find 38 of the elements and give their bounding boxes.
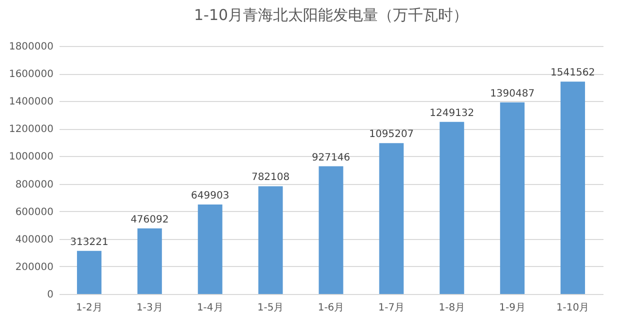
data-label: 1095207 bbox=[369, 129, 414, 140]
x-tick-label: 1-9月 bbox=[499, 302, 526, 314]
x-tick-label: 1-2月 bbox=[76, 302, 102, 314]
bar bbox=[258, 186, 283, 294]
data-label: 927146 bbox=[312, 152, 350, 164]
y-tick-label: 800000 bbox=[15, 179, 54, 190]
bar bbox=[198, 204, 222, 294]
chart-title: 1-10月青海北太阳能发电量（万千瓦时） bbox=[194, 6, 468, 24]
data-label: 476092 bbox=[130, 214, 169, 226]
x-tick-label: 1-5月 bbox=[257, 302, 284, 314]
y-tick-label: 1600000 bbox=[8, 69, 54, 80]
x-tick-label: 1-8月 bbox=[438, 302, 466, 314]
bar bbox=[560, 82, 586, 294]
bar bbox=[500, 102, 525, 294]
data-label: 649903 bbox=[191, 190, 230, 202]
bar bbox=[379, 143, 404, 294]
y-tick-label: 600000 bbox=[15, 206, 54, 218]
y-tick-label: 400000 bbox=[15, 234, 54, 246]
data-label: 313221 bbox=[70, 236, 108, 248]
y-tick-label: 1800000 bbox=[8, 42, 54, 52]
data-label: 782108 bbox=[251, 172, 290, 184]
bar bbox=[440, 122, 464, 294]
x-tick-label: 1-3月 bbox=[136, 302, 163, 314]
bar bbox=[137, 228, 162, 294]
data-label: 1249132 bbox=[430, 108, 474, 119]
data-label: 1541562 bbox=[550, 68, 596, 79]
y-tick-label: 1200000 bbox=[8, 124, 54, 136]
x-tick-label: 1-6月 bbox=[318, 302, 344, 314]
y-tick-label: 1400000 bbox=[8, 96, 54, 108]
y-tick-label: 1000000 bbox=[8, 152, 54, 163]
bar bbox=[318, 166, 344, 294]
y-tick-label: 200000 bbox=[15, 262, 54, 273]
x-tick-label: 1-10月 bbox=[556, 302, 590, 314]
x-tick-label: 1-7月 bbox=[378, 302, 405, 314]
y-tick-label: 0 bbox=[47, 290, 54, 300]
data-label: 1390487 bbox=[490, 88, 535, 100]
x-tick-label: 1-4月 bbox=[196, 302, 224, 314]
bar bbox=[76, 250, 102, 294]
